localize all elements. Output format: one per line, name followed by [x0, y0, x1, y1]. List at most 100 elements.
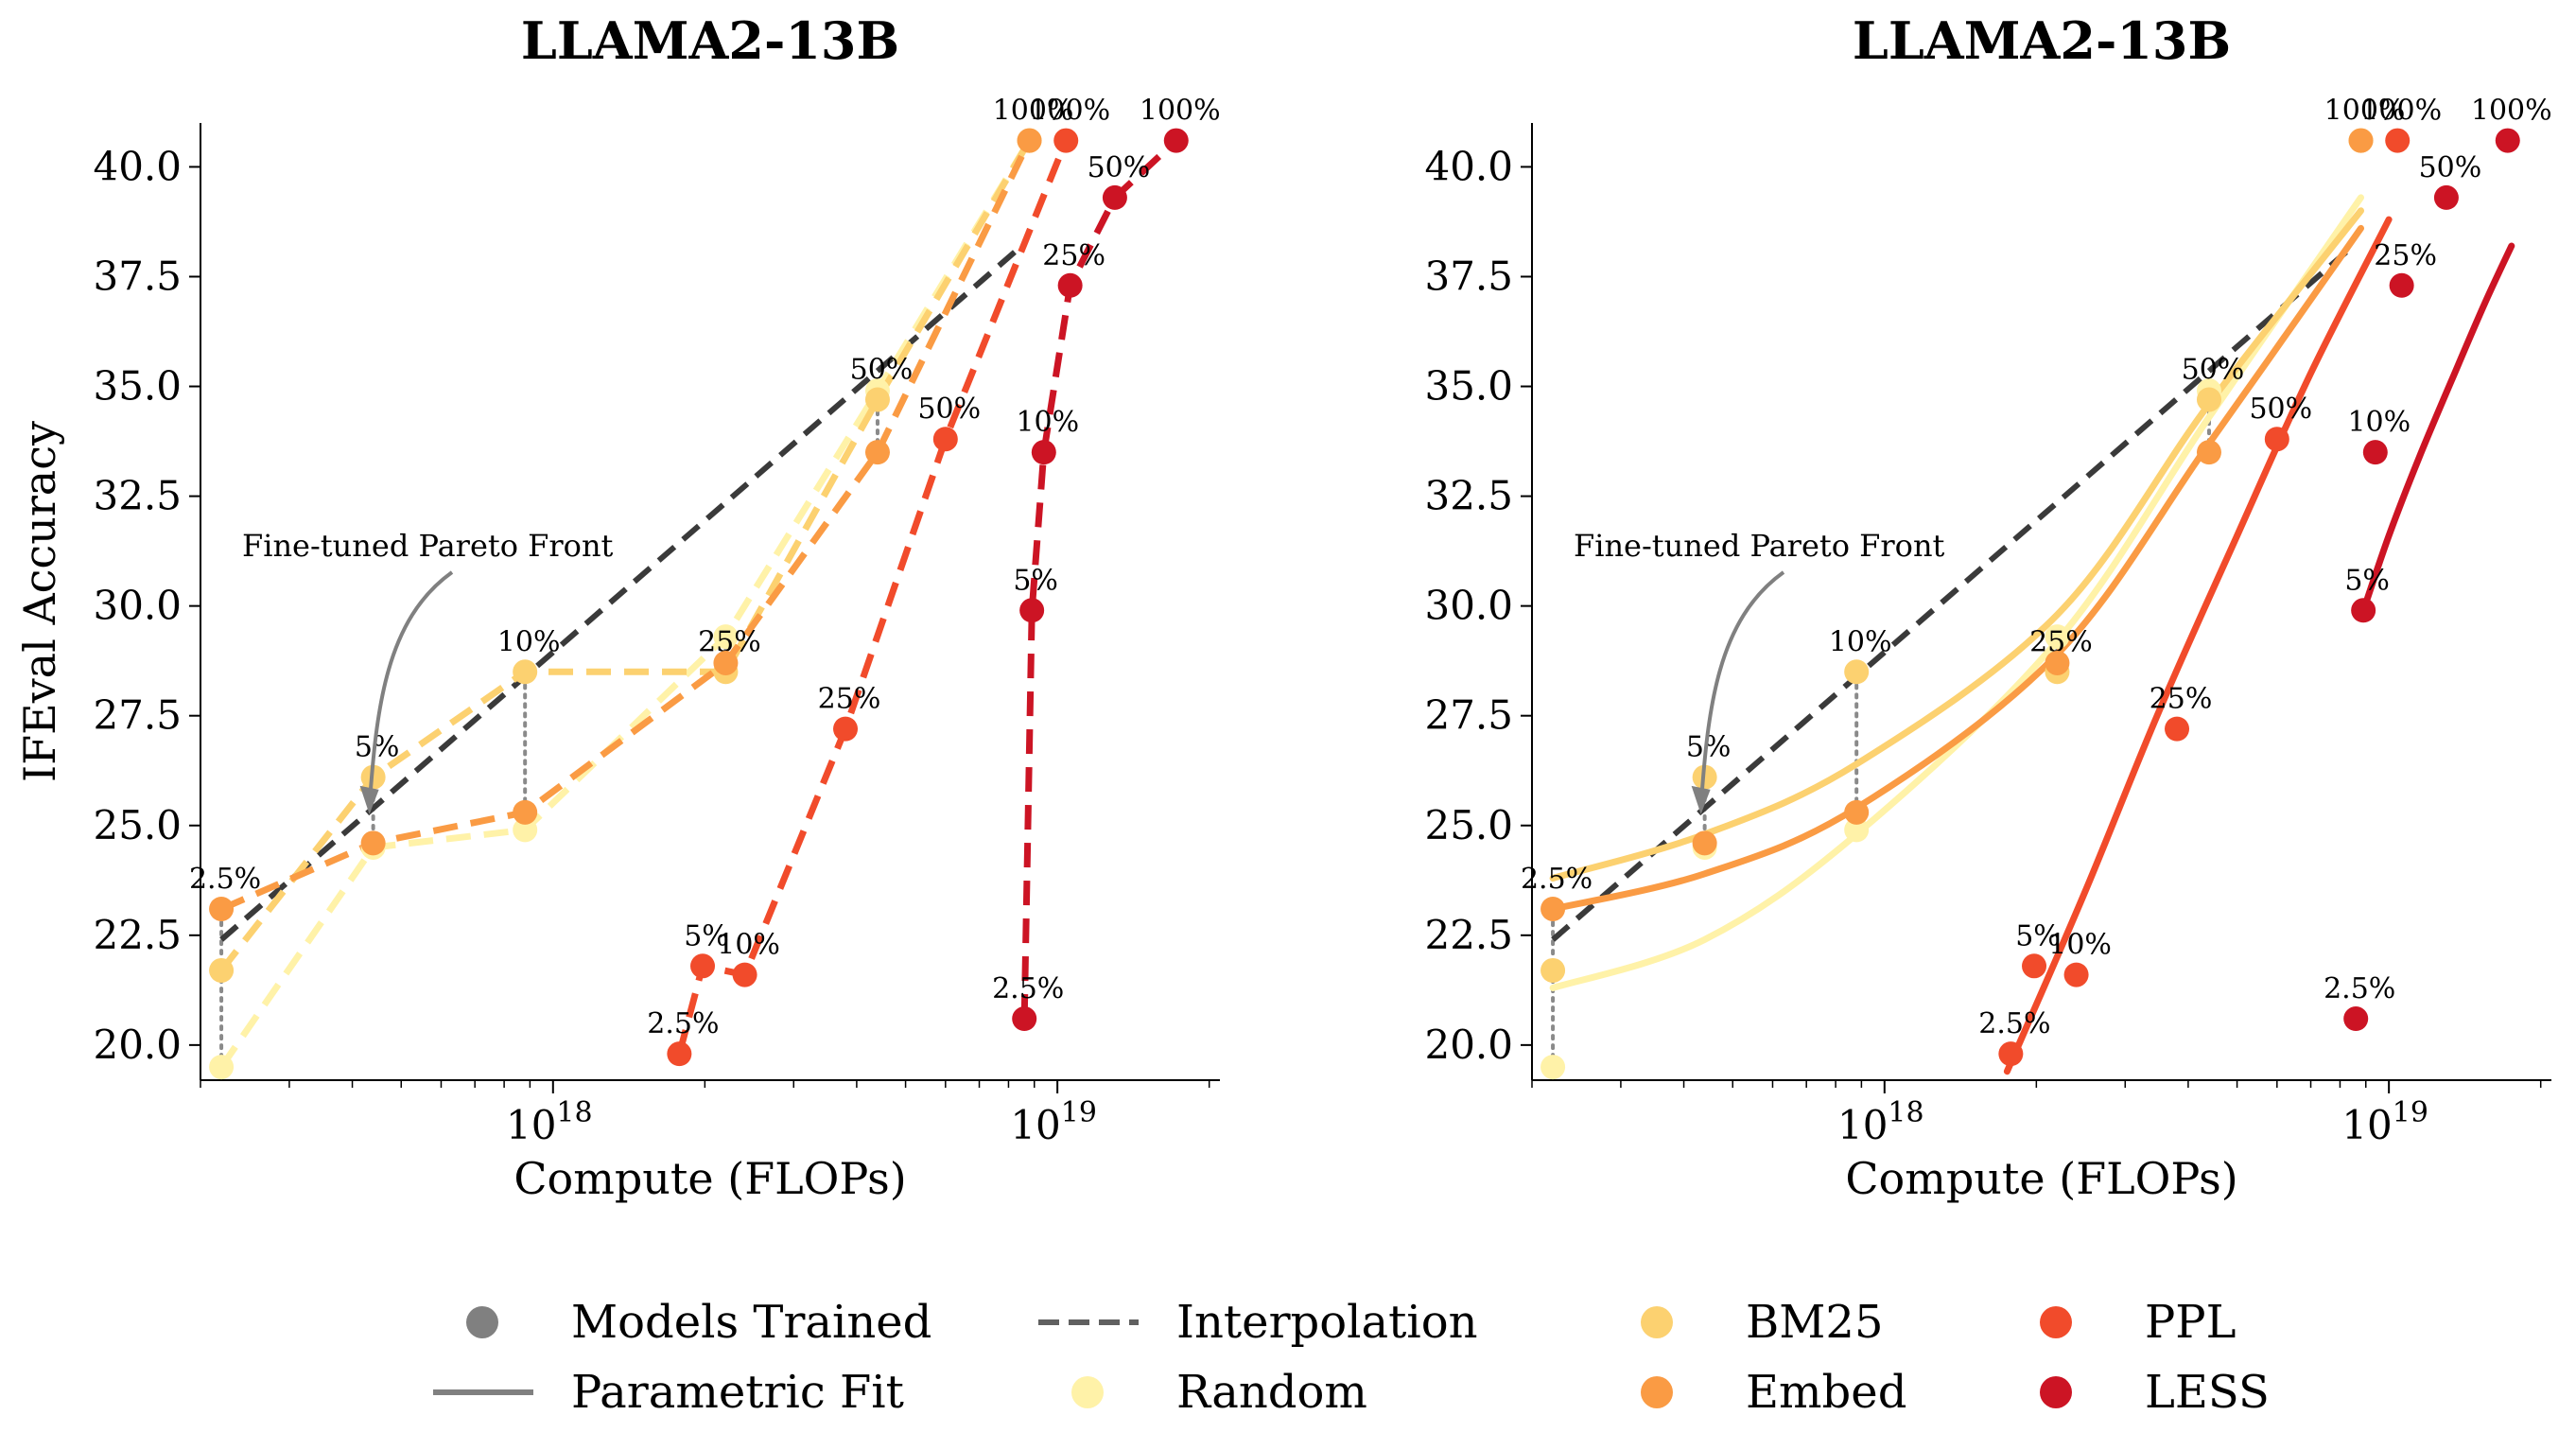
legend-label-embed: Embed: [1746, 1366, 1906, 1419]
data-point-embed: [1844, 799, 1870, 825]
pareto-annotation: Fine-tuned Pareto Front: [242, 528, 614, 564]
data-point-less: [2362, 440, 2388, 465]
interpolation-line-ppl: [676, 139, 1070, 1055]
data-label-bm25: 100%: [993, 95, 1074, 128]
y-tick-label: 30.0: [93, 583, 182, 629]
data-point-less: [2343, 1006, 2369, 1032]
data-point-ppl: [667, 1041, 692, 1067]
data-point-embed: [513, 799, 538, 825]
interpolation-line-embed: [219, 139, 1033, 913]
parametric-fit-line-ppl: [2003, 216, 2393, 1075]
parametric-fit-line-less: [2359, 242, 2515, 614]
data-point-random: [1844, 817, 1870, 843]
data-point-ppl: [1053, 128, 1079, 153]
data-point-less: [1012, 1006, 1037, 1032]
chart-title: LLAMA2-13B: [1853, 10, 2231, 71]
data-label-ppl: 100%: [1029, 95, 1110, 128]
x-tick-label: 1018: [506, 1096, 593, 1148]
annotation-arrowhead: [1691, 785, 1711, 814]
data-label-embed: 2.5%: [1521, 863, 1593, 896]
x-tick-exponent: 18: [1888, 1096, 1923, 1129]
x-tick-exponent: 19: [2393, 1096, 2428, 1129]
legend-label-models-trained: Models Trained: [571, 1296, 931, 1349]
data-point-bm25: [1540, 957, 1566, 983]
chart-title: LLAMA2-13B: [521, 10, 899, 71]
data-label-less: 5%: [2344, 564, 2390, 597]
random-legend-icon: [1071, 1376, 1104, 1408]
data-point-ppl: [2385, 128, 2411, 153]
parametric-fit-line-embed: [1549, 224, 2364, 913]
data-point-less: [1163, 128, 1189, 153]
interpolation-line-less: [1020, 138, 1179, 1020]
data-label-less: 50%: [2419, 151, 2482, 184]
data-label-less: 2.5%: [992, 972, 1064, 1005]
data-point-less: [1031, 440, 1056, 465]
data-point-bm25: [513, 659, 538, 685]
data-point-ppl: [2165, 716, 2190, 742]
y-tick-label: 25.0: [1424, 802, 1513, 848]
legend-label-ppl: PPL: [2145, 1296, 2236, 1349]
legend: Models Trained Parametric Fit Interpolatio…: [433, 1296, 2270, 1419]
x-tick-label: 1019: [1010, 1096, 1097, 1148]
data-label-less: 2.5%: [2324, 972, 2395, 1005]
x-tick-base: 10: [1010, 1102, 1060, 1148]
data-point-less: [2433, 184, 2459, 210]
data-point-bm25: [209, 957, 235, 983]
y-tick-label: 35.0: [1424, 363, 1513, 410]
data-point-less: [1057, 272, 1083, 298]
data-point-embed: [864, 440, 890, 465]
data-point-embed: [2348, 128, 2374, 153]
y-tick-label: 37.5: [93, 253, 182, 299]
data-label-ppl: 2.5%: [647, 1007, 719, 1040]
y-tick-label: 25.0: [93, 802, 182, 848]
data-point-embed: [1540, 896, 1566, 921]
y-tick-label: 35.0: [93, 363, 182, 410]
data-label-less: 50%: [1088, 151, 1151, 184]
y-tick-label: 22.5: [1424, 912, 1513, 958]
x-tick-exponent: 18: [556, 1096, 592, 1129]
data-point-bm25: [1844, 659, 1870, 685]
data-label-ppl: 50%: [2249, 393, 2312, 426]
data-label-ppl: 10%: [717, 929, 780, 962]
data-point-ppl: [833, 716, 859, 742]
data-label-bm25: 10%: [497, 625, 561, 658]
y-tick-label: 22.5: [93, 912, 182, 958]
pareto-front-line: [219, 243, 1024, 942]
y-tick-label: 32.5: [1424, 473, 1513, 519]
data-label-less: 25%: [2374, 239, 2437, 272]
data-label-ppl: 2.5%: [1978, 1007, 2050, 1040]
ppl-legend-icon: [2040, 1306, 2072, 1338]
data-label-ppl: 10%: [2048, 929, 2112, 962]
bm25-legend-icon: [1641, 1306, 1673, 1338]
x-tick-base: 10: [1837, 1102, 1888, 1148]
left-chart-panel: LLAMA2-13B 20.0 22.5 25.0 27.5 30.0 32.5 35.0 37…: [14, 10, 1221, 1204]
data-point-embed: [713, 650, 739, 675]
data-point-embed: [1692, 830, 1717, 856]
data-point-embed: [209, 896, 235, 921]
data-point-random: [209, 1055, 235, 1080]
legend-label-interpolation: Interpolation: [1176, 1296, 1478, 1349]
annotation-arrowhead: [359, 785, 379, 814]
data-point-ppl: [932, 427, 958, 452]
legend-label-random: Random: [1176, 1366, 1367, 1419]
data-point-random: [2045, 624, 2070, 650]
data-point-embed: [1017, 128, 1042, 153]
x-tick-label: 1018: [1837, 1096, 1924, 1148]
y-tick-label: 27.5: [93, 692, 182, 739]
x-tick-base: 10: [506, 1102, 556, 1148]
interpolation-line-bm25: [218, 138, 1033, 973]
data-label-embed: 2.5%: [189, 863, 261, 896]
annotation-arrow: [367, 570, 454, 807]
pareto-front-line: [1551, 243, 2356, 942]
data-point-random: [713, 624, 739, 650]
y-tick-label: 20.0: [1424, 1022, 1513, 1068]
data-point-random: [1540, 1055, 1566, 1080]
x-axis-label: Compute (FLOPs): [1845, 1153, 2237, 1204]
y-tick-label: 40.0: [93, 143, 182, 189]
y-axis-label: IFEval Accuracy: [14, 421, 65, 782]
y-tick-label: 30.0: [1424, 583, 1513, 629]
data-point-less: [2351, 598, 2376, 623]
less-legend-icon: [2040, 1376, 2072, 1408]
data-label-ppl: 50%: [917, 393, 981, 426]
